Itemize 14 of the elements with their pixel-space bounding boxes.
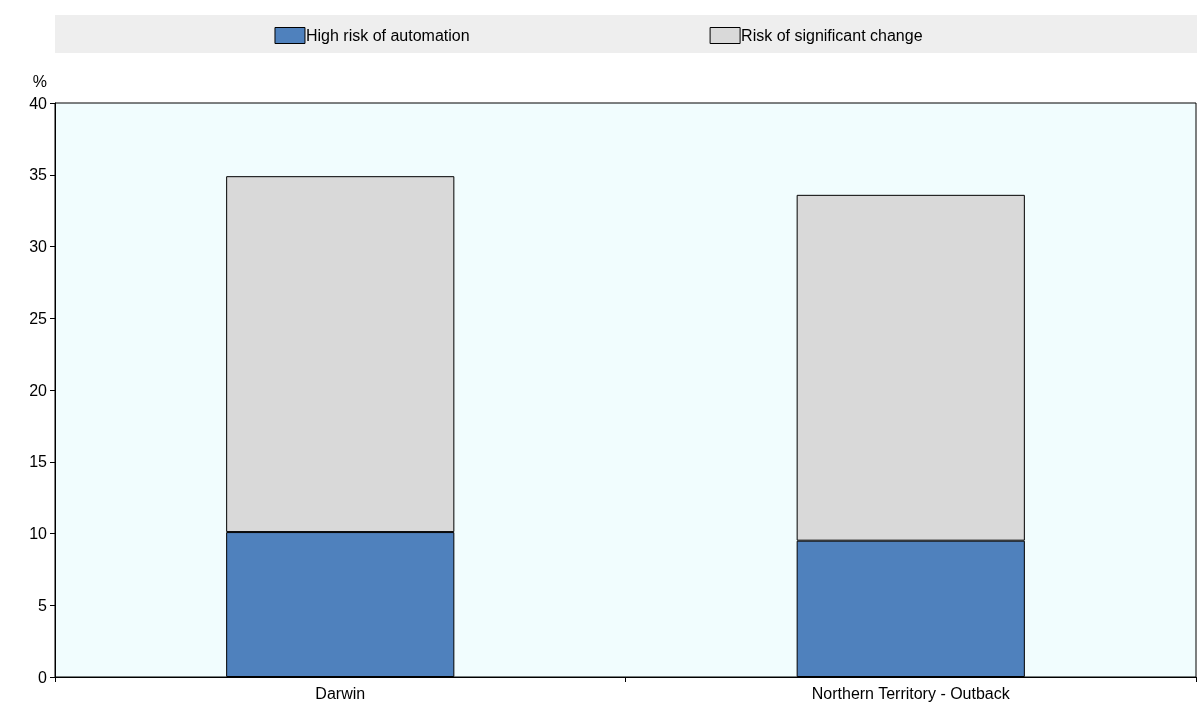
y-tick-label: 0 [38, 668, 48, 686]
y-tick-label: 15 [29, 453, 48, 471]
y-tick-label: 10 [29, 525, 48, 542]
y-tick-label: 5 [38, 596, 48, 614]
y-axis-title: % [32, 72, 47, 90]
x-tick-label: Northern Territory - Outback [811, 684, 1011, 702]
y-tick-label: 40 [29, 94, 48, 112]
y-tick-label: 20 [29, 381, 48, 399]
x-tick-label: Darwin [315, 684, 366, 702]
y-tick-label: 25 [29, 309, 48, 327]
y-tick-label: 35 [29, 166, 48, 184]
y-tick-label: 30 [29, 238, 48, 255]
legend-label: High risk of automation [305, 27, 470, 44]
legend-label: Risk of significant change [741, 27, 923, 44]
